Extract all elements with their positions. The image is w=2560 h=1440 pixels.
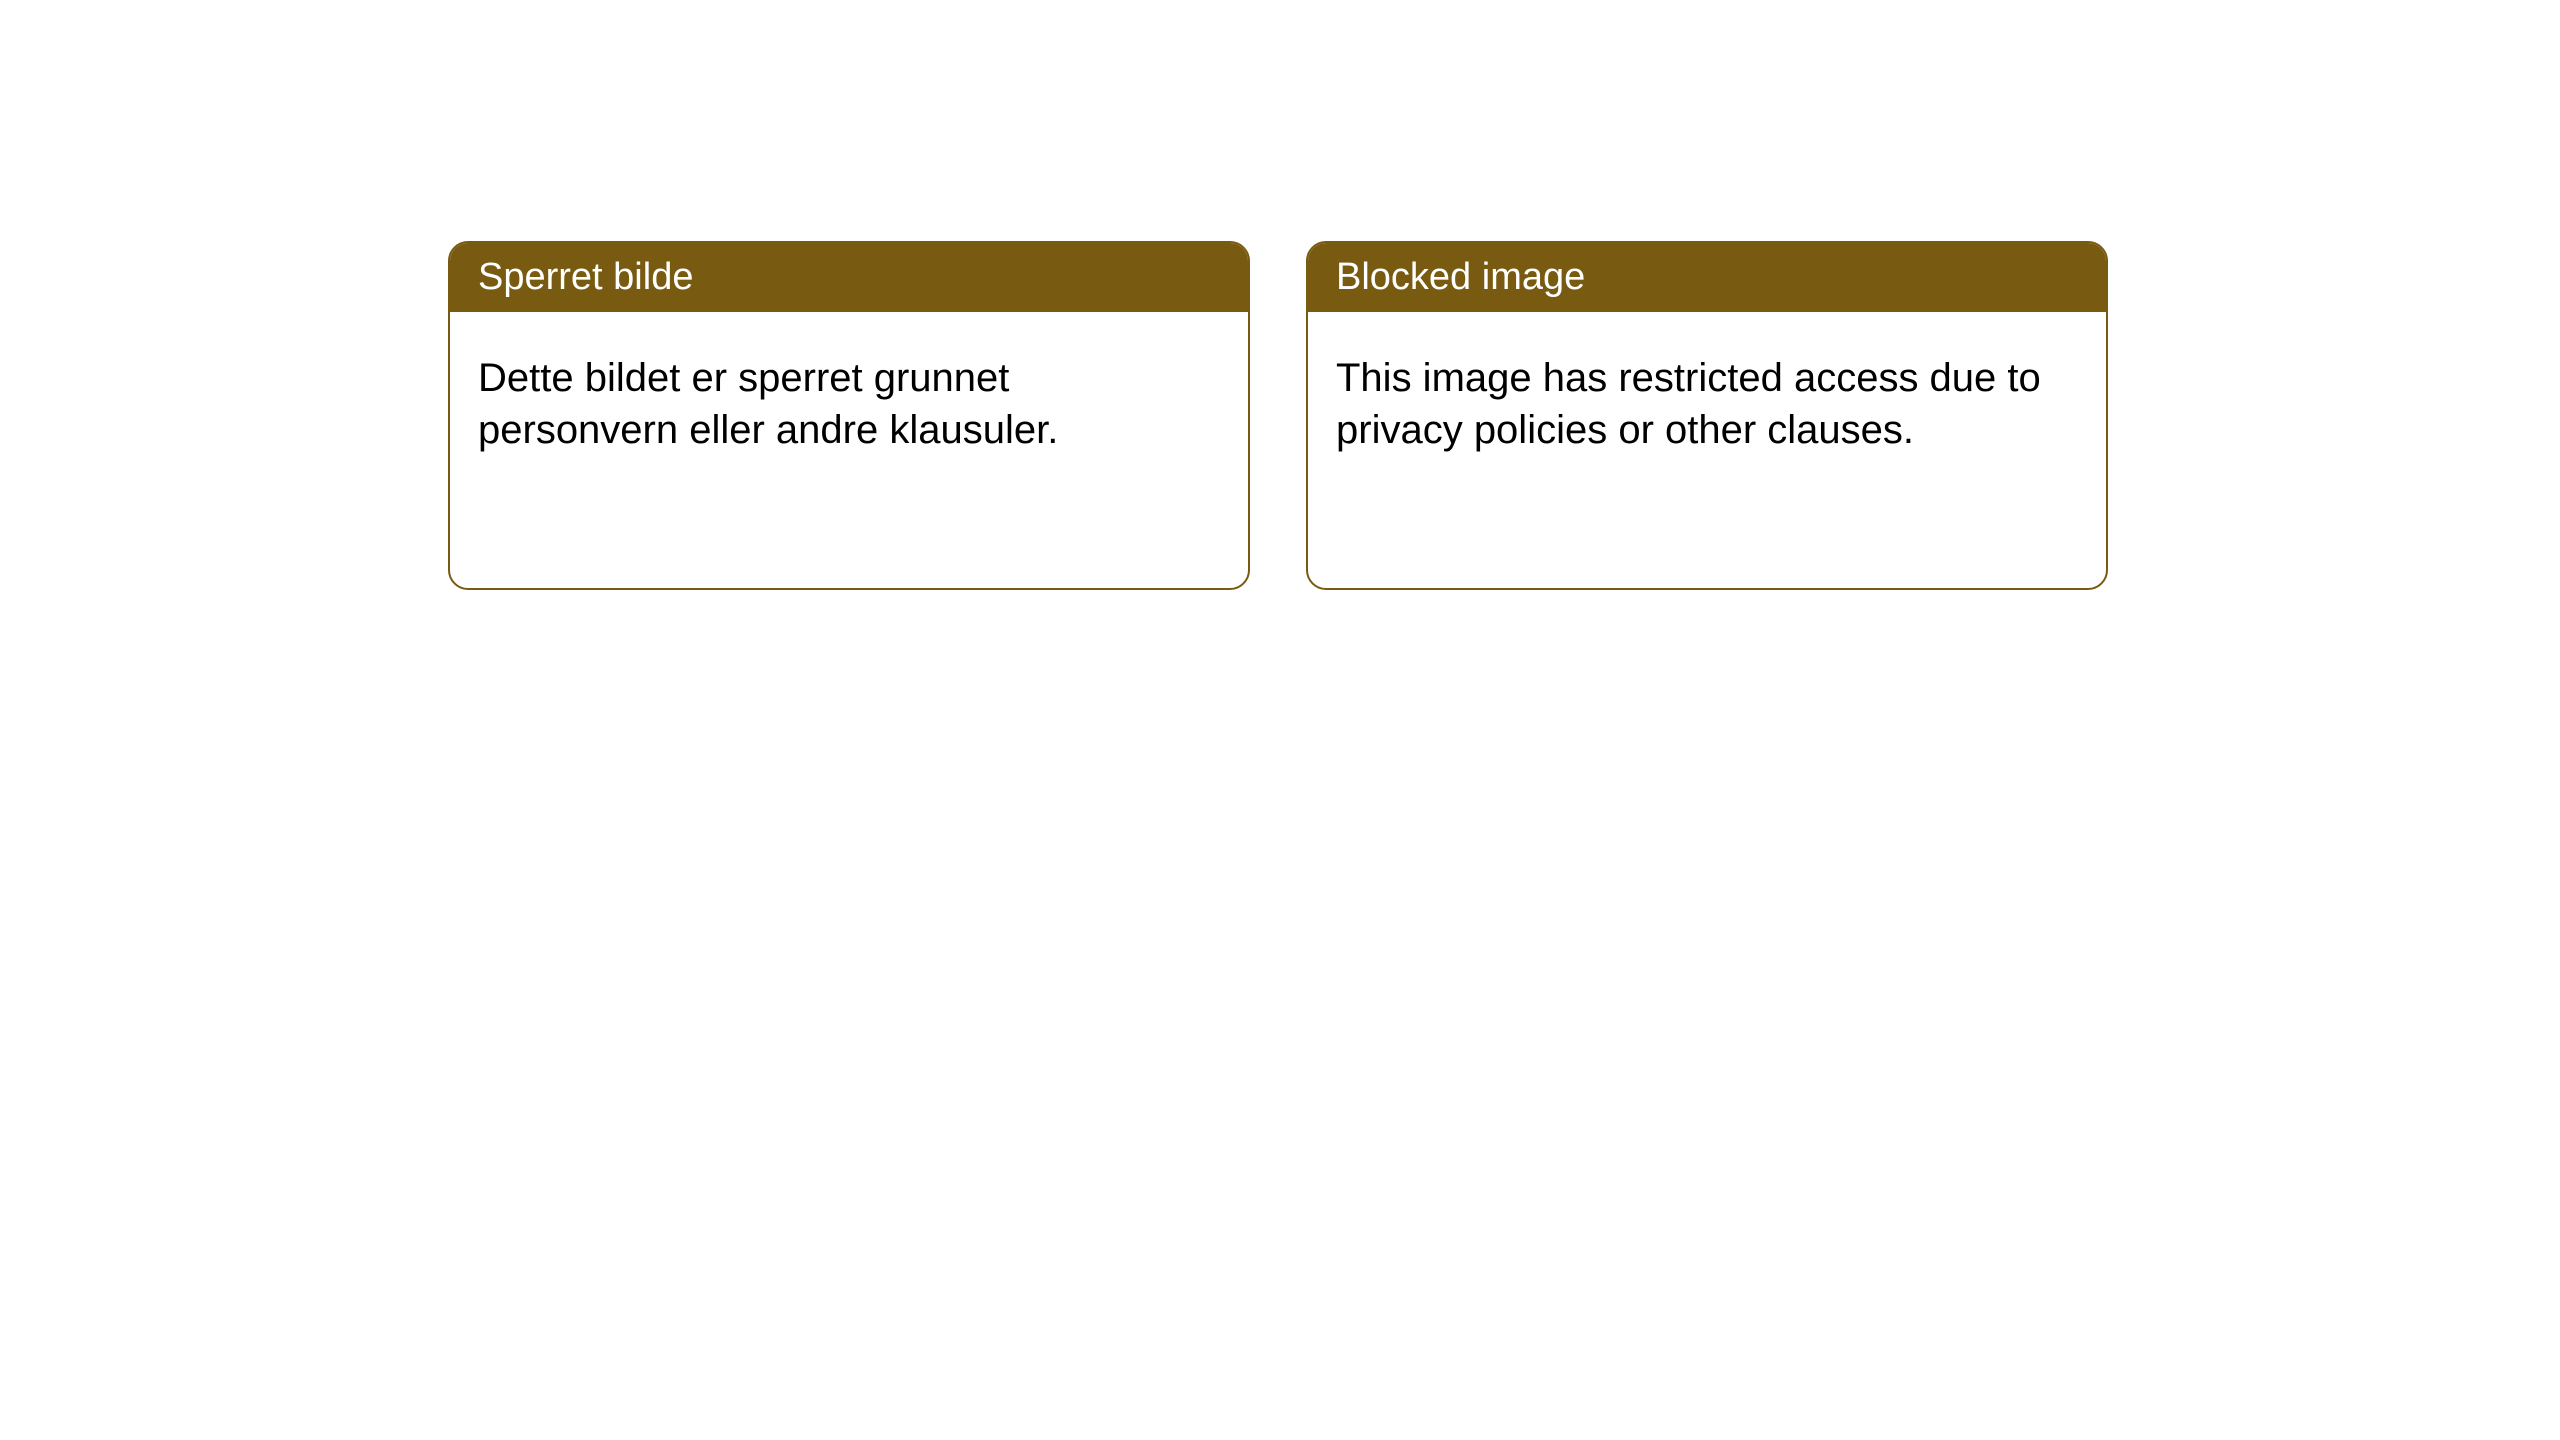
notice-card-norwegian: Sperret bilde Dette bildet er sperret gr… — [448, 241, 1250, 590]
notice-header: Sperret bilde — [450, 243, 1248, 312]
notice-header: Blocked image — [1308, 243, 2106, 312]
notice-message: This image has restricted access due to … — [1336, 356, 2041, 452]
notice-title: Sperret bilde — [478, 256, 693, 298]
notice-body: Dette bildet er sperret grunnet personve… — [450, 312, 1248, 588]
notices-container: Sperret bilde Dette bildet er sperret gr… — [0, 0, 2560, 590]
notice-message: Dette bildet er sperret grunnet personve… — [478, 356, 1058, 452]
notice-card-english: Blocked image This image has restricted … — [1306, 241, 2108, 590]
notice-title: Blocked image — [1336, 256, 1585, 298]
notice-body: This image has restricted access due to … — [1308, 312, 2106, 588]
